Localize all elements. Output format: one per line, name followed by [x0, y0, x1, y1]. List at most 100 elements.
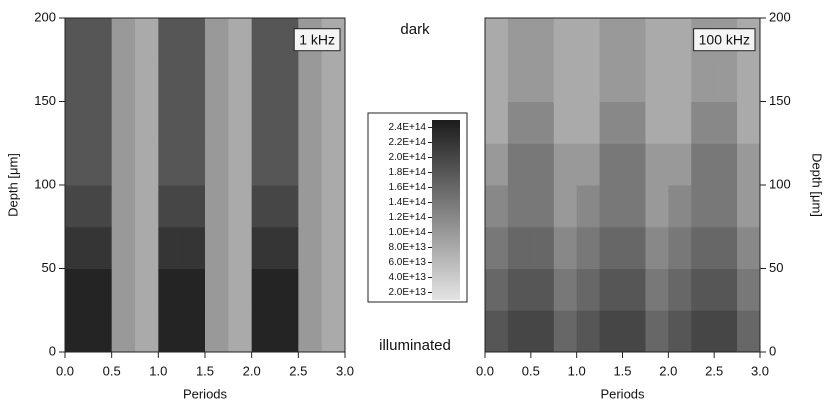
heat-cell: [251, 226, 276, 269]
colorbar-tick-label: 2.2E+14: [388, 137, 426, 148]
y-tick-label: 50: [42, 260, 56, 275]
heat-cell: [88, 101, 113, 144]
heat-cell: [88, 18, 113, 61]
heat-cell: [111, 59, 136, 102]
colorbar-tick-label: 1.6E+14: [388, 182, 426, 193]
heat-cell: [622, 59, 646, 102]
heat-cell: [65, 143, 89, 186]
heat-cell: [275, 59, 299, 102]
heat-cell: [691, 310, 715, 353]
heat-cell: [158, 268, 183, 311]
heat-cell: [507, 268, 532, 311]
y-tick-label: 150: [34, 93, 56, 108]
heat-cell: [298, 143, 323, 186]
heat-cell: [507, 18, 532, 61]
heat-cell: [530, 185, 555, 228]
y-tick-label: 100: [34, 176, 56, 191]
heat-cell: [691, 268, 715, 311]
heat-cell: [228, 101, 253, 144]
heat-cell: [228, 310, 253, 353]
colorbar-tick-label: 1.8E+14: [388, 167, 426, 178]
heat-cell: [530, 59, 555, 102]
heat-cell: [275, 310, 299, 353]
heat-cell: [737, 310, 761, 353]
heat-cell: [158, 185, 183, 228]
heat-cell: [622, 185, 646, 228]
heat-cell: [599, 59, 623, 102]
heat-cell: [65, 185, 89, 228]
y-tick-label: 0: [769, 343, 776, 358]
heat-cell: [599, 143, 623, 186]
heat-cell: [668, 310, 692, 353]
heat-cell: [691, 226, 715, 269]
heat-cell: [321, 101, 346, 144]
heat-cell: [205, 59, 229, 102]
heat-cell: [622, 18, 646, 61]
heat-cell: [485, 185, 509, 228]
heat-cell: [135, 101, 159, 144]
heat-cell: [645, 268, 669, 311]
plot-label: 100 kHz: [699, 32, 750, 48]
heat-cell: [553, 268, 578, 311]
heat-cell: [88, 143, 113, 186]
heat-cell: [205, 185, 229, 228]
heat-cell: [321, 226, 346, 269]
heat-cell: [622, 310, 646, 353]
heat-cell: [275, 101, 299, 144]
y-axis-label: Depth [μm]: [810, 153, 825, 217]
x-tick-label: 0.0: [476, 363, 494, 378]
colorbar-tick-label: 8.0E+13: [388, 242, 426, 253]
heat-cell: [553, 59, 578, 102]
heat-cell: [205, 226, 229, 269]
y-axis-label: Depth [μm]: [5, 153, 20, 217]
heat-cell: [251, 143, 276, 186]
heat-cell: [645, 59, 669, 102]
heat-cell: [228, 226, 253, 269]
heat-cell: [65, 18, 89, 61]
heat-cell: [181, 101, 206, 144]
heat-cell: [158, 143, 183, 186]
colorbar-tick-label: 2.0E+13: [388, 287, 426, 298]
annotation-illuminated: illuminated: [379, 337, 451, 354]
heat-cell: [181, 59, 206, 102]
heat-cell: [530, 268, 555, 311]
heat-cell: [88, 185, 113, 228]
y-tick-label: 200: [769, 9, 791, 24]
heat-cell: [111, 101, 136, 144]
heat-cell: [135, 143, 159, 186]
heat-cell: [205, 18, 229, 61]
heat-cell: [645, 143, 669, 186]
x-tick-label: 2.0: [659, 363, 677, 378]
heat-cell: [553, 18, 578, 61]
heat-cell: [135, 310, 159, 353]
heat-cell: [181, 310, 206, 353]
heat-cell: [65, 101, 89, 144]
heat-cell: [251, 101, 276, 144]
heat-cell: [622, 268, 646, 311]
heat-cell: [228, 18, 253, 61]
x-tick-label: 2.5: [289, 363, 307, 378]
heat-cell: [737, 268, 761, 311]
heat-cell: [88, 268, 113, 311]
heat-cell: [251, 185, 276, 228]
heat-cell: [737, 101, 761, 144]
x-tick-label: 2.5: [705, 363, 723, 378]
heat-cell: [553, 226, 578, 269]
colorbar-tick-label: 1.4E+14: [388, 197, 426, 208]
x-tick-label: 0.5: [103, 363, 121, 378]
colorbar-tick-label: 2.0E+14: [388, 152, 426, 163]
heat-cell: [714, 143, 738, 186]
heat-cell: [275, 185, 299, 228]
heat-cell: [576, 310, 601, 353]
heat-cell: [599, 226, 623, 269]
heat-cell: [691, 101, 715, 144]
x-tick-label: 2.0: [243, 363, 261, 378]
heat-cell: [599, 18, 623, 61]
heat-cell: [576, 59, 601, 102]
heat-cell: [576, 18, 601, 61]
heat-cell: [714, 268, 738, 311]
heat-cell: [485, 226, 509, 269]
heat-cell: [298, 101, 323, 144]
heat-cell: [158, 226, 183, 269]
